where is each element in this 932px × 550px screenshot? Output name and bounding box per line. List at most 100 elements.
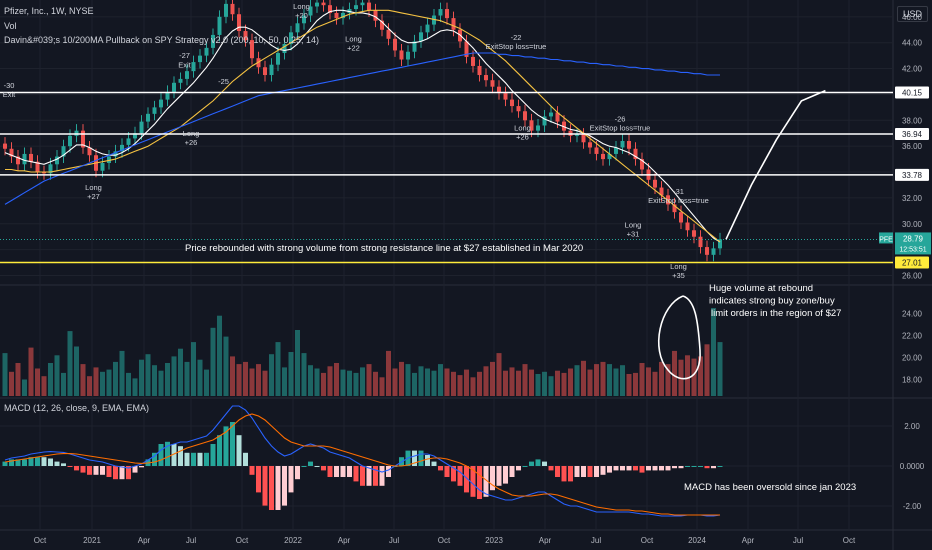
volume-bar — [165, 363, 170, 396]
candle-body — [711, 248, 716, 255]
macd-histogram-bar — [340, 466, 346, 477]
time-tick-label: Jul — [793, 536, 803, 545]
volume-bar — [665, 364, 671, 396]
strategy-indicator-label: Davin&#039;s 10/200MA Pullback on SPY St… — [4, 35, 320, 45]
macd-histogram-bar — [522, 466, 528, 467]
time-tick-label: Apr — [742, 536, 755, 545]
volume-bar — [191, 342, 196, 396]
volume-bar — [633, 372, 638, 396]
candle-body — [633, 148, 638, 160]
candle-body — [120, 144, 124, 152]
macd-histogram-bar — [54, 461, 60, 466]
price-tick-label: 44.00 — [902, 39, 923, 48]
volume-bar — [652, 371, 658, 396]
macd-histogram-bar — [132, 466, 138, 473]
macd-histogram-bar — [652, 466, 658, 471]
time-tick-label: Oct — [438, 536, 451, 545]
candle-body — [48, 164, 53, 174]
macd-histogram-bar — [483, 466, 489, 497]
trade-label: +26 — [516, 133, 529, 142]
ticker-tag — [879, 232, 893, 244]
time-tick-label: 2021 — [83, 536, 101, 545]
moving-average-line — [4, 52, 720, 205]
volume-bar — [340, 369, 346, 396]
candle-body — [692, 230, 696, 237]
candle-body — [399, 50, 404, 60]
candle-body — [393, 38, 397, 51]
volume-bar — [113, 361, 118, 396]
macd-histogram-bar — [386, 466, 391, 477]
macd-histogram-bar — [301, 466, 307, 467]
candle-body — [289, 32, 293, 44]
volume-bar — [464, 369, 469, 396]
volume-bar — [620, 365, 625, 396]
currency-button[interactable]: USD — [896, 6, 928, 22]
macd-histogram-bar — [197, 452, 203, 466]
candle-body — [211, 34, 215, 48]
macd-histogram-bar — [379, 466, 385, 486]
volume-bar — [366, 364, 372, 396]
macd-histogram-bar — [360, 466, 365, 486]
macd-histogram-bar — [594, 466, 599, 477]
candle-body — [282, 43, 287, 54]
candle-body — [386, 29, 391, 39]
time-tick-label: 2023 — [485, 536, 503, 545]
candle-body — [139, 121, 144, 134]
trade-label: ExitStop loss=true — [486, 42, 547, 51]
volume-bar — [431, 370, 437, 396]
volume-bar — [178, 348, 183, 396]
candle-body — [328, 5, 332, 13]
candle-body — [224, 3, 228, 17]
time-tick-label: Apr — [138, 536, 151, 545]
candle-body — [380, 20, 384, 30]
level-tag — [895, 168, 929, 181]
candle-body — [354, 5, 358, 10]
candle-body — [308, 6, 313, 16]
time-tick-label: 2024 — [688, 536, 706, 545]
candle-body — [198, 55, 202, 63]
candle-body — [672, 204, 677, 213]
macd-tick-label: 0.0000 — [900, 462, 925, 471]
trade-label: Long — [293, 2, 310, 11]
macd-histogram-bar — [561, 466, 567, 482]
volume-bar — [256, 364, 261, 396]
candle-body — [425, 24, 430, 33]
candle-body — [718, 239, 722, 249]
volume-bar — [204, 369, 209, 396]
candle-body — [68, 135, 72, 147]
volume-bar — [295, 330, 300, 396]
candle-body — [159, 99, 163, 108]
macd-histogram-bar — [587, 466, 593, 477]
macd-histogram-bar — [613, 466, 619, 471]
macd-histogram-bar — [184, 452, 190, 466]
volume-bar — [334, 363, 339, 396]
candle-body — [549, 112, 553, 117]
volume-bar — [613, 368, 619, 396]
volume-bar — [321, 372, 326, 396]
volume-bar — [308, 365, 313, 396]
volume-bar — [646, 367, 651, 396]
candle-body — [438, 9, 443, 16]
candle-body — [347, 9, 352, 13]
volume-bar — [269, 354, 274, 396]
macd-histogram-bar — [607, 466, 612, 473]
volume-bar — [392, 368, 398, 396]
candle-body — [503, 93, 508, 100]
volume-bar — [158, 370, 164, 396]
volume-bar — [35, 368, 40, 396]
volume-bar — [425, 368, 430, 396]
candle-body — [659, 187, 664, 196]
macd-histogram-bar — [334, 466, 339, 477]
level-tag — [895, 256, 929, 269]
candle-body — [152, 107, 157, 114]
volume-bar — [275, 342, 281, 396]
candle-body — [3, 143, 7, 149]
volume-bar — [282, 367, 287, 396]
candle-body — [237, 14, 241, 32]
trade-label: Exit — [178, 60, 191, 69]
volume-highlight-circle — [658, 295, 701, 380]
level-label: 40.15 — [902, 88, 923, 97]
trade-label: +20 — [295, 11, 308, 20]
candle-body — [614, 147, 618, 154]
macd-histogram-bar — [568, 466, 573, 482]
